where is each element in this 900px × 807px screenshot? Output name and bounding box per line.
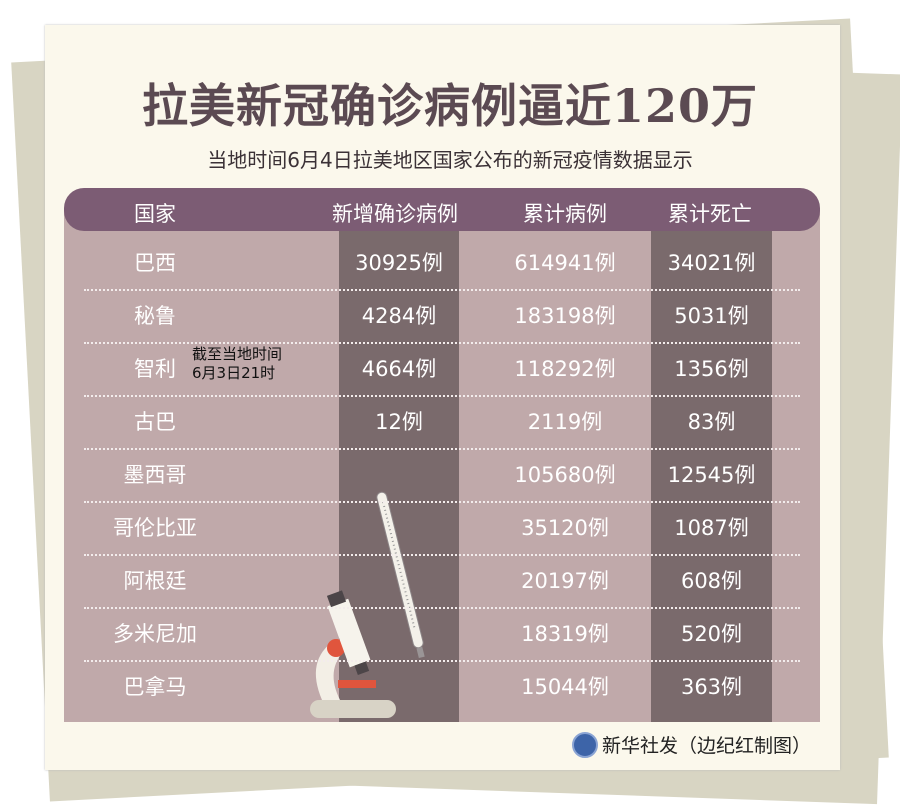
header-total-cases: 累计病例 xyxy=(523,202,607,226)
row-separator xyxy=(84,448,800,450)
cell-total-deaths: 5031例 xyxy=(674,304,749,328)
cell-total-deaths: 12545例 xyxy=(667,463,756,487)
cell-total-cases: 20197例 xyxy=(521,569,609,593)
cell-new-cases xyxy=(339,661,459,714)
xinhua-logo-icon xyxy=(572,731,598,758)
cell-total-deaths: 363例 xyxy=(680,675,743,699)
credit-text: 新华社发（边纪红制图） xyxy=(602,735,812,757)
chile-note: 截至当地时间 6月3日21时 xyxy=(192,345,282,383)
cell-total-deaths: 1087例 xyxy=(674,516,749,540)
cell-new-cases: 4664例 xyxy=(361,357,437,381)
cell-new-cases xyxy=(339,449,459,502)
cell-country: 多米尼加 xyxy=(113,622,197,646)
cell-total-deaths: 1356例 xyxy=(674,357,749,381)
cell-new-cases: 12例 xyxy=(375,410,423,434)
cell-new-cases: 30925例 xyxy=(355,251,443,275)
table-header xyxy=(64,188,820,231)
table-row: 哥伦比亚 35120例 1087例 xyxy=(0,502,900,555)
cell-country: 阿根廷 xyxy=(123,569,187,593)
row-separator xyxy=(84,554,800,556)
row-separator xyxy=(84,501,800,503)
cell-country: 秘鲁 xyxy=(134,304,176,328)
header-total-deaths: 累计死亡 xyxy=(668,202,752,226)
row-separator xyxy=(84,607,800,609)
table-row: 巴西 30925例 614941例 34021例 xyxy=(0,237,900,290)
cell-total-cases: 2119例 xyxy=(527,410,603,434)
row-separator xyxy=(84,660,800,662)
row-separator xyxy=(84,395,800,397)
header-new-cases: 新增确诊病例 xyxy=(332,202,458,226)
cell-total-cases: 18319例 xyxy=(521,622,609,646)
table-row: 古巴 12例 2119例 83例 xyxy=(0,396,900,449)
table-row: 智利 4664例 118292例 1356例 xyxy=(0,343,900,396)
cell-total-cases: 118292例 xyxy=(514,357,616,381)
deaths-column-bg xyxy=(651,210,772,722)
table-row: 巴拿马 15044例 363例 xyxy=(0,661,900,714)
table-row: 秘鲁 4284例 183198例 5031例 xyxy=(0,290,900,343)
cell-total-cases: 35120例 xyxy=(521,516,609,540)
cell-country: 巴西 xyxy=(134,251,176,275)
cell-total-cases: 105680例 xyxy=(514,463,616,487)
cell-country: 智利 xyxy=(134,357,176,381)
cell-country: 巴拿马 xyxy=(123,675,187,699)
cell-total-cases: 614941例 xyxy=(514,251,616,275)
cell-total-cases: 15044例 xyxy=(521,675,609,699)
cell-new-cases xyxy=(339,502,459,555)
subtitle: 当地时间6月4日拉美地区国家公布的新冠疫情数据显示 xyxy=(207,148,693,172)
cell-total-deaths: 83例 xyxy=(687,410,736,434)
credit: 新华社发（边纪红制图） xyxy=(572,731,811,758)
cell-total-cases: 183198例 xyxy=(514,304,616,328)
cell-total-deaths: 608例 xyxy=(680,569,743,593)
cell-country: 哥伦比亚 xyxy=(113,516,197,540)
table-row: 多米尼加 18319例 520例 xyxy=(0,608,900,661)
microscope-icon xyxy=(310,590,396,718)
page-title: 拉美新冠确诊病例逼近120万 xyxy=(141,79,759,133)
cell-country: 古巴 xyxy=(134,410,176,434)
row-separator xyxy=(84,342,800,344)
cell-country: 墨西哥 xyxy=(123,463,187,487)
cell-total-deaths: 34021例 xyxy=(667,251,756,275)
table-row: 阿根廷 20197例 608例 xyxy=(0,555,900,608)
note-line: 6月3日21时 xyxy=(192,364,276,382)
table-row: 墨西哥 105680例 12545例 xyxy=(0,449,900,502)
cell-new-cases xyxy=(339,555,459,608)
header-country: 国家 xyxy=(134,202,176,226)
note-line: 截至当地时间 xyxy=(192,345,283,363)
cell-new-cases xyxy=(339,608,459,661)
cell-new-cases: 4284例 xyxy=(361,304,437,328)
row-separator xyxy=(84,289,800,291)
cell-total-deaths: 520例 xyxy=(680,622,743,646)
